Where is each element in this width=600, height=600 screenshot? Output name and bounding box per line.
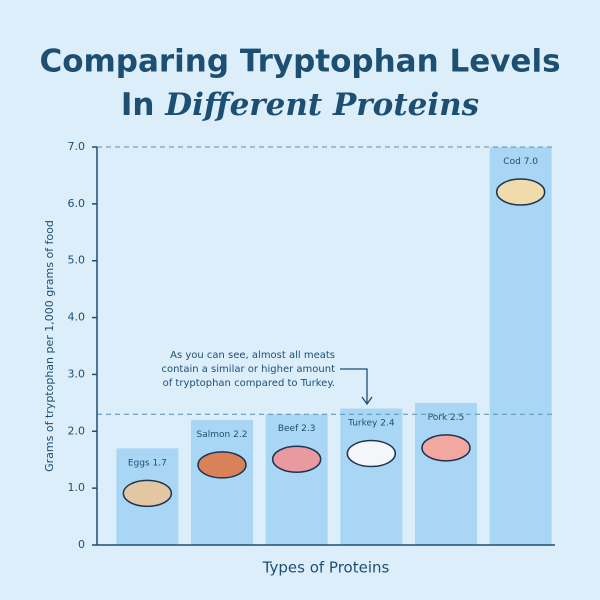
bar	[489, 147, 552, 545]
y-tick-label: 4.0	[68, 311, 86, 324]
y-tick-label: 0	[78, 538, 85, 551]
chart-title-line2: In Different Proteins	[121, 87, 479, 123]
bar-label: Turkey 2.4	[347, 418, 395, 428]
value-label: 2.2	[233, 429, 247, 439]
category-label: Pork	[428, 412, 448, 422]
food-icon	[346, 439, 397, 468]
annotation: As you can see, almost all meats	[170, 350, 335, 361]
food-icon	[271, 445, 322, 473]
plot: 0 1.0 2.0 3.0 4.0 5.0 6.0 7.0 Eggs 1.7 Salmon 2.2…	[68, 140, 555, 551]
value-label: 7.0	[524, 157, 539, 167]
annotation: of tryptophan compared to Turkey.	[163, 378, 335, 389]
food-icon	[495, 178, 546, 206]
chart-title: Comparing Tryptophan Levels	[39, 44, 560, 80]
y-tick-label: 2.0	[68, 424, 86, 437]
y-tick-label: 6.0	[68, 197, 86, 210]
bar-label: Salmon 2.2	[197, 429, 248, 439]
y-axis-label: Grams of tryptophan per 1,000 grams of f…	[43, 220, 56, 472]
bar-label: Cod 7.0	[503, 157, 538, 167]
annotation: contain a similar or higher amount	[161, 364, 335, 375]
x-axis-label: Types of Proteins	[262, 559, 390, 577]
y-tick-label: 7.0	[68, 140, 86, 153]
food-icon	[122, 479, 173, 508]
value-label: 2.5	[450, 412, 464, 422]
category-label: Beef	[278, 424, 299, 434]
annotation-arrow	[340, 368, 373, 406]
category-label: Salmon	[197, 429, 231, 439]
bar	[265, 414, 328, 545]
y-tick-label: 3.0	[68, 367, 86, 380]
value-label: 2.4	[380, 418, 395, 428]
bar-label: Eggs 1.7	[128, 458, 167, 468]
bar-label: Beef 2.3	[278, 424, 316, 434]
category-label: Turkey	[347, 418, 378, 428]
category-label: Eggs	[128, 458, 150, 468]
title-prefix: In	[121, 87, 155, 123]
bar	[191, 419, 253, 545]
value-label: 1.7	[153, 458, 167, 468]
value-label: 2.3	[301, 424, 315, 434]
bar	[340, 408, 403, 545]
y-tick-label: 5.0	[68, 254, 86, 267]
bar	[415, 402, 477, 545]
food-icon	[197, 451, 247, 479]
y-tick-label: 1.0	[68, 481, 86, 494]
bar-label: Pork 2.5	[428, 412, 465, 422]
title-emphasis: Different Proteins	[164, 87, 479, 123]
food-icon	[421, 434, 471, 462]
category-label: Cod	[503, 157, 521, 167]
